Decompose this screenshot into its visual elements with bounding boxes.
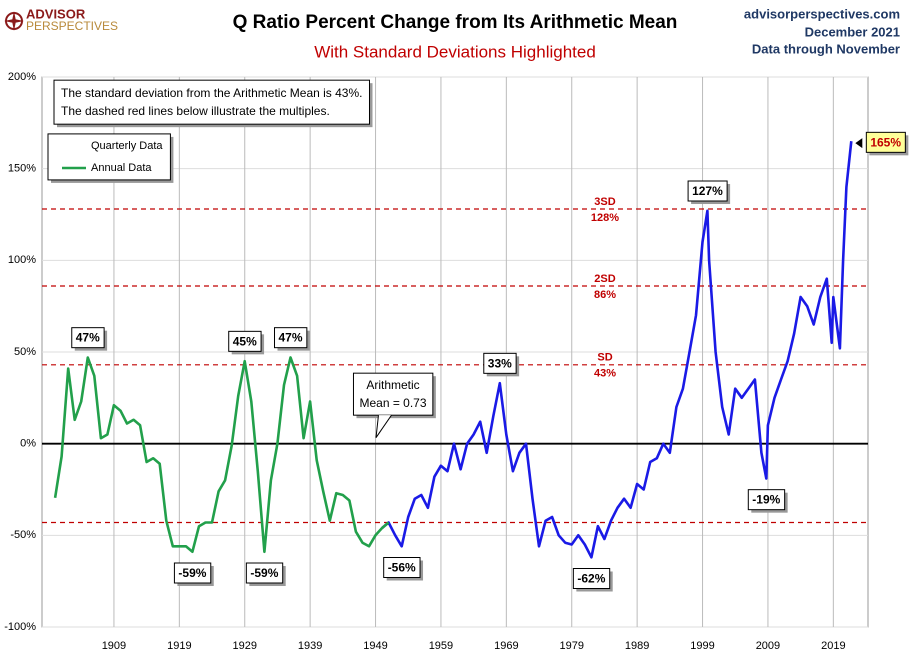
- logo-star: [4, 11, 24, 31]
- source: December 2021: [805, 24, 900, 39]
- annotation-label: 47%: [279, 331, 303, 345]
- annotation-label: 165%: [870, 135, 901, 149]
- annotation: 45%: [228, 330, 265, 355]
- reference-label: 128%: [591, 212, 619, 224]
- annotation: 47%: [274, 327, 310, 351]
- logo: ADVISOR PERSPECTIVES: [4, 6, 118, 33]
- annotation: -59%: [173, 562, 214, 587]
- annotation: 33%: [483, 352, 520, 377]
- annotation: -59%: [245, 562, 286, 587]
- data-line: [53, 356, 390, 554]
- x-tick-label: 2019: [821, 640, 845, 652]
- box: [747, 489, 786, 511]
- y-tick-label: 0%: [20, 438, 36, 450]
- legend-label: Annual Data: [91, 162, 152, 174]
- x-tick-label: 1949: [363, 640, 387, 652]
- annotation-label: -59%: [178, 566, 206, 580]
- annotation-label: 47%: [76, 331, 100, 345]
- mean-text: Arithmetic: [366, 378, 419, 392]
- x-tick-label: 1999: [690, 640, 714, 652]
- y-tick-label: 150%: [8, 163, 36, 175]
- y-tick-label: -50%: [10, 529, 36, 541]
- y-tick-label: -100%: [4, 621, 36, 633]
- x-tick-label: 2009: [756, 640, 780, 652]
- annotation: 127%: [687, 180, 731, 205]
- x-tick-label: 1909: [102, 640, 126, 652]
- y-tick-label: 200%: [8, 71, 36, 83]
- legend: Quarterly Data Annual Data: [47, 133, 174, 183]
- source: Data through November: [752, 41, 900, 56]
- chart-subtitle: With Standard Deviations Highlighted: [314, 42, 596, 61]
- box: [352, 372, 434, 416]
- brand: ADVISOR: [26, 6, 86, 21]
- box: [53, 79, 370, 125]
- reference-label: 86%: [594, 289, 616, 301]
- box: [687, 180, 728, 202]
- mean-pointer: [375, 414, 392, 438]
- legend-label: Quarterly Data: [91, 140, 163, 152]
- mean-callout: Arithmetic Mean = 0.73: [352, 372, 436, 438]
- box: [71, 327, 105, 349]
- annotation: -62%: [572, 568, 613, 592]
- x-tick-label: 1959: [429, 640, 453, 652]
- reference-label: 43%: [594, 368, 616, 380]
- data-line: [381, 141, 853, 559]
- annotation: 165%: [855, 131, 909, 156]
- brand: PERSPECTIVES: [26, 19, 118, 33]
- x-tick-label: 1929: [232, 640, 256, 652]
- y-tick-label: 100%: [8, 254, 36, 266]
- annotation-arrow: [855, 138, 863, 149]
- box: [572, 568, 611, 590]
- reference-label: 3SD: [594, 196, 615, 208]
- annotation: 47%: [71, 327, 108, 351]
- annotation-label: 127%: [692, 184, 723, 198]
- box: [173, 562, 212, 584]
- note-text: The standard deviation from the Arithmet…: [61, 86, 362, 100]
- box: [483, 352, 517, 374]
- annotation: -19%: [747, 489, 788, 513]
- x-tick-label: 1939: [298, 640, 322, 652]
- note-text: The dashed red lines below illustrate th…: [61, 104, 330, 118]
- box: [228, 330, 262, 352]
- reference-label: 2SD: [594, 273, 615, 285]
- x-tick-label: 1989: [625, 640, 649, 652]
- annotation-label: -62%: [577, 572, 605, 586]
- source: advisorperspectives.com: [744, 6, 900, 21]
- box: [865, 131, 906, 153]
- mean-text: Mean = 0.73: [359, 396, 426, 410]
- annotation: -56%: [383, 557, 424, 581]
- x-tick-label: 1979: [559, 640, 583, 652]
- note: The standard deviation from the Arithmet…: [53, 79, 373, 128]
- box: [274, 327, 308, 349]
- annotation-label: 45%: [233, 334, 257, 348]
- box: [245, 562, 284, 584]
- box: [47, 133, 171, 181]
- chart-title: Q Ratio Percent Change from Its Arithmet…: [233, 12, 678, 33]
- box: [383, 557, 421, 579]
- annotation-label: 33%: [488, 356, 512, 370]
- x-tick-label: 1969: [494, 640, 518, 652]
- y-tick-label: 50%: [14, 346, 36, 358]
- annotation-label: -19%: [752, 493, 780, 507]
- annotation-label: -56%: [388, 561, 416, 575]
- annotation-label: -59%: [250, 566, 278, 580]
- reference-label: SD: [597, 352, 612, 364]
- x-tick-label: 1919: [167, 640, 191, 652]
